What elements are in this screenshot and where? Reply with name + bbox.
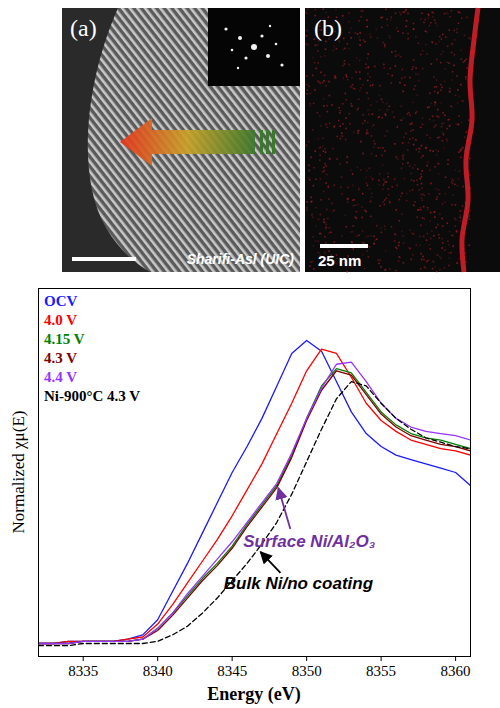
svg-text:8345: 8345 bbox=[217, 663, 247, 679]
svg-text:Sharifi-Asl (UIC): Sharifi-Asl (UIC) bbox=[187, 251, 295, 267]
svg-text:8350: 8350 bbox=[292, 663, 322, 679]
svg-text:4.3 V: 4.3 V bbox=[44, 350, 77, 366]
svg-text:8355: 8355 bbox=[366, 663, 396, 679]
svg-text:Ni-900°C 4.3 V: Ni-900°C 4.3 V bbox=[44, 388, 140, 404]
svg-text:Surface Ni/Al₂O₃: Surface Ni/Al₂O₃ bbox=[243, 532, 375, 551]
svg-text:8335: 8335 bbox=[68, 663, 98, 679]
svg-text:Energy (eV): Energy (eV) bbox=[207, 684, 300, 705]
svg-text:OCV: OCV bbox=[44, 293, 78, 309]
svg-text:4.15 V: 4.15 V bbox=[44, 331, 85, 347]
svg-text:8340: 8340 bbox=[143, 663, 173, 679]
svg-text:4.0 V: 4.0 V bbox=[44, 312, 77, 328]
svg-text:Bulk Ni/no coating: Bulk Ni/no coating bbox=[224, 574, 374, 593]
svg-text:Normalized χμ(E): Normalized χμ(E) bbox=[9, 411, 28, 534]
svg-text:25 nm: 25 nm bbox=[318, 252, 361, 269]
svg-text:8360: 8360 bbox=[441, 663, 471, 679]
svg-text:(a): (a) bbox=[70, 15, 97, 41]
svg-text:(b): (b) bbox=[314, 15, 342, 41]
svg-text:4.4 V: 4.4 V bbox=[44, 369, 77, 385]
